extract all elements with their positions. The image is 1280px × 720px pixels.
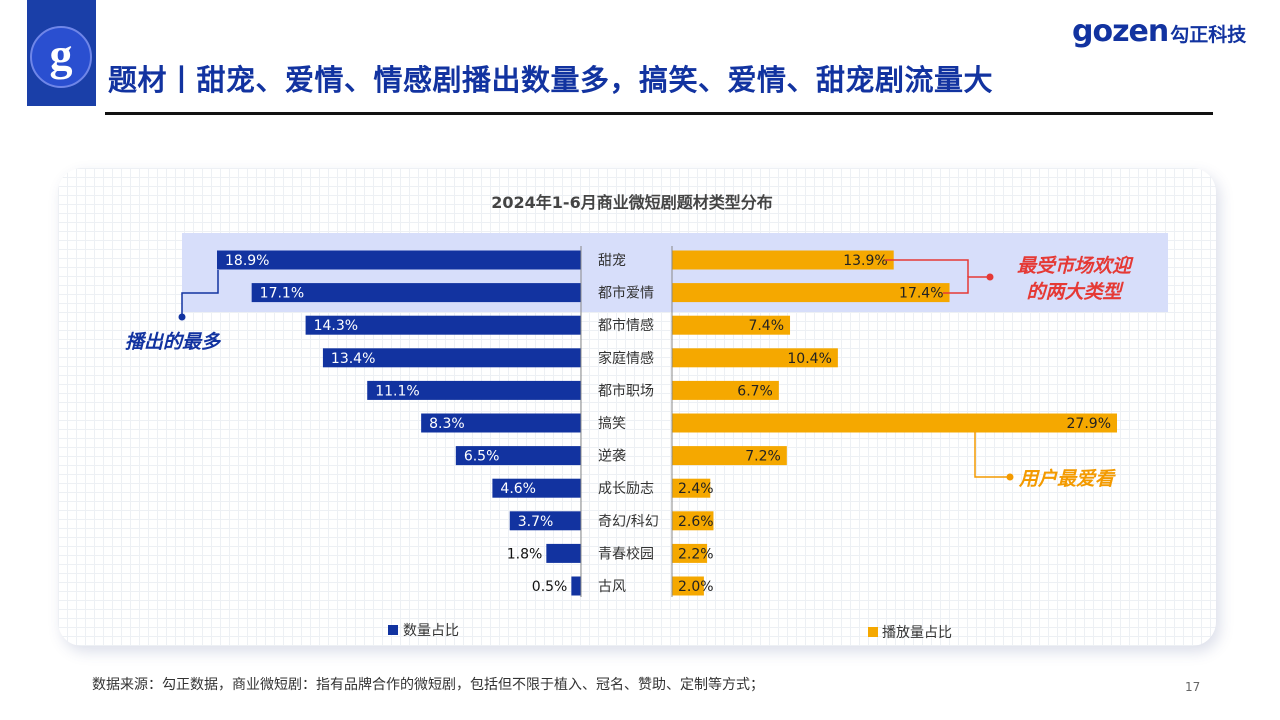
count-label: 1.8% xyxy=(507,546,543,562)
count-bar xyxy=(305,315,581,335)
market-fav-connector-top xyxy=(885,259,969,277)
brand-name: gozen xyxy=(1072,14,1169,49)
count-bar xyxy=(571,576,581,596)
views-label: 27.9% xyxy=(1067,416,1111,432)
count-bar xyxy=(509,511,581,531)
user-fav-connector xyxy=(974,432,1010,478)
count-bar xyxy=(546,543,581,563)
views-bar xyxy=(672,543,708,563)
count-label: 18.9% xyxy=(225,253,269,269)
market-fav-connector-bottom xyxy=(943,276,990,294)
views-label: 2.6% xyxy=(678,514,714,530)
count-label: 0.5% xyxy=(532,579,568,595)
views-bar xyxy=(672,315,791,335)
category-label: 搞笑 xyxy=(598,416,626,432)
market-fav-dot xyxy=(986,273,994,281)
category-label: 青春校园 xyxy=(598,545,654,562)
views-label: 13.9% xyxy=(843,253,887,269)
views-bar xyxy=(672,250,894,270)
views-label: 2.0% xyxy=(678,579,714,595)
views-label: 17.4% xyxy=(899,286,943,302)
chart-title: 2024年1-6月商业微短剧题材类型分布 xyxy=(491,193,772,212)
count-bar xyxy=(251,283,581,303)
views-label: 7.4% xyxy=(748,318,784,334)
category-label: 古风 xyxy=(598,579,626,595)
views-bar xyxy=(672,446,787,466)
count-label: 13.4% xyxy=(331,351,375,367)
views-bar xyxy=(672,511,714,531)
count-label: 14.3% xyxy=(314,318,358,334)
views-bar xyxy=(672,576,704,596)
category-label: 家庭情感 xyxy=(598,350,654,367)
most-aired-dot xyxy=(178,313,186,321)
views-bar xyxy=(672,380,779,400)
category-label: 都市职场 xyxy=(598,382,654,399)
page-title: 题材丨甜宠、爱情、情感剧播出数量多，搞笑、爱情、甜宠剧流量大 xyxy=(108,63,994,97)
category-label: 都市情感 xyxy=(598,317,654,334)
annotation-most-aired: 播出的最多 xyxy=(125,331,222,353)
legend-count-swatch xyxy=(388,625,398,635)
source-note: 数据来源：勾正数据，商业微短剧：指有品牌合作的微短剧，包括但不限于植入、冠名、赞… xyxy=(92,677,764,693)
category-label: 成长励志 xyxy=(598,481,654,497)
count-bar xyxy=(455,446,581,466)
views-label: 2.2% xyxy=(678,546,714,562)
brand-logo: gozen 勾正科技 xyxy=(1072,14,1246,54)
category-label: 逆袭 xyxy=(598,449,626,465)
count-label: 8.3% xyxy=(429,416,465,432)
category-label: 奇幻/科幻 xyxy=(598,513,659,530)
views-bar xyxy=(672,283,950,303)
count-bar xyxy=(492,478,581,498)
logo-letter: g xyxy=(50,29,73,80)
brand-cn-name: 勾正科技 xyxy=(1170,24,1247,46)
count-label: 6.5% xyxy=(464,449,500,465)
count-label: 4.6% xyxy=(500,481,536,497)
views-bar xyxy=(672,413,1117,433)
logo-g-icon: g xyxy=(30,26,92,88)
views-label: 6.7% xyxy=(737,383,773,399)
count-label: 17.1% xyxy=(260,286,304,302)
views-bar xyxy=(672,478,711,498)
views-bar xyxy=(672,348,838,368)
views-label: 7.2% xyxy=(745,449,781,465)
user-fav-dot xyxy=(1006,473,1014,481)
category-label: 甜宠 xyxy=(598,253,626,269)
category-label: 都市爱情 xyxy=(598,285,654,302)
count-bar xyxy=(217,250,581,270)
views-label: 10.4% xyxy=(787,351,831,367)
views-label: 2.4% xyxy=(678,481,714,497)
title-divider xyxy=(105,112,1213,115)
annotation-market-fav-line1: 最受市场欢迎 xyxy=(1017,255,1134,277)
count-label: 3.7% xyxy=(518,514,554,530)
annotation-market-fav-line2: 的两大类型 xyxy=(1026,281,1124,303)
legend-count-label: 数量占比 xyxy=(403,623,459,639)
legend-views-label: 播放量占比 xyxy=(882,625,952,641)
annotation-user-fav: 用户最爱看 xyxy=(1018,468,1116,490)
count-bar xyxy=(322,348,581,368)
legend-views-swatch xyxy=(868,627,878,637)
count-bar xyxy=(367,380,581,400)
most-aired-connector xyxy=(181,270,219,317)
count-label: 11.1% xyxy=(375,383,419,399)
page-number: 17 xyxy=(1185,680,1201,694)
count-bar xyxy=(421,413,581,433)
